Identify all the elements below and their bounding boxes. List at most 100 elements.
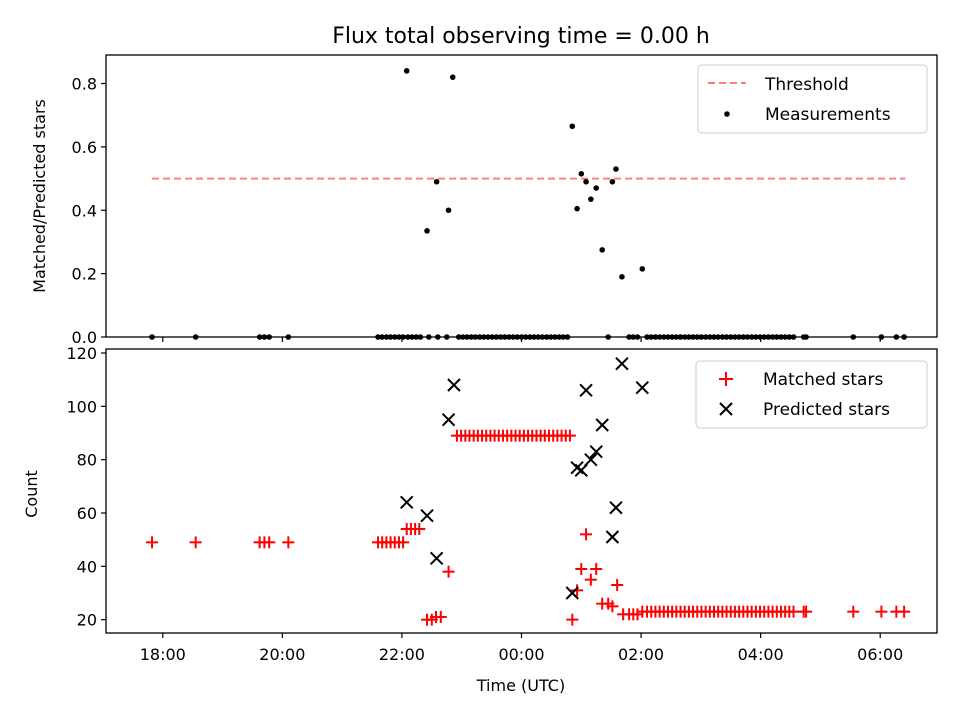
- matched-stars-point: [800, 605, 813, 618]
- y-tick-label: 100: [66, 397, 97, 416]
- x-marker-b: [579, 383, 593, 398]
- matched-stars-point: [413, 523, 426, 535]
- count-legend-box: [695, 360, 928, 429]
- predicted-legend-label: Predicted stars: [763, 400, 890, 420]
- matched-stars-point: [584, 573, 597, 586]
- y-tick-label: 0.6: [72, 138, 97, 157]
- predicted-stars-point: [400, 495, 414, 510]
- measurements-point: [424, 228, 430, 234]
- matched-stars-point: [847, 605, 860, 618]
- x-marker-b: [605, 530, 620, 544]
- x-tick-label: 20:00: [259, 645, 305, 664]
- x-marker-b: [447, 378, 461, 392]
- matched-stars-point: [263, 536, 276, 549]
- measurements-legend-swatch: [724, 111, 730, 117]
- y-tick-label: 0.4: [72, 201, 97, 220]
- ratio-panel-y-label: Matched/Predicted stars: [30, 99, 49, 293]
- threshold-legend-label: Threshold: [764, 75, 849, 95]
- x-marker-b: [429, 551, 444, 566]
- predicted-stars-point: [595, 418, 609, 432]
- measurements-point: [613, 166, 619, 172]
- predicted-stars-point: [579, 383, 593, 398]
- matched-legend-label: Matched stars: [763, 370, 883, 390]
- matched-stars-point: [563, 429, 576, 442]
- matched-stars-point: [571, 584, 584, 597]
- predicted-stars-point: [574, 463, 588, 478]
- matched-stars-point: [606, 600, 619, 613]
- measurements-point: [574, 205, 580, 212]
- x-axis-label: Time (UTC): [476, 676, 565, 695]
- predicted-stars-point: [420, 508, 434, 523]
- x-marker-b: [589, 444, 603, 459]
- x-marker-b: [584, 452, 598, 467]
- matched-stars-point: [787, 605, 800, 618]
- y-tick-label: 0.8: [72, 75, 97, 94]
- y-tick-label: 20: [77, 611, 97, 630]
- measurements-point: [639, 266, 646, 272]
- measurements-point: [588, 196, 594, 202]
- matched-stars-point: [442, 565, 455, 578]
- matched-stars-point: [875, 605, 888, 618]
- x-marker-b: [595, 418, 609, 432]
- count-panel-marks: [146, 356, 911, 626]
- ratio-panel: 0.00.20.40.60.8 Matched/Predicted stars …: [30, 54, 938, 347]
- y-tick-label: 0.0: [72, 328, 97, 347]
- measurements-point: [445, 207, 452, 214]
- y-tick-label: 120: [66, 344, 97, 363]
- matched-stars-point: [189, 536, 202, 549]
- x-tick-label: 06:00: [857, 645, 903, 664]
- matched-stars-point: [566, 613, 579, 626]
- x-marker-b: [565, 586, 580, 600]
- x-marker-b: [570, 460, 584, 475]
- matched-stars-point: [434, 611, 447, 623]
- measurements-point: [449, 74, 456, 80]
- predicted-stars-point: [635, 380, 649, 395]
- measurements-point: [609, 178, 616, 185]
- predicted-stars-point: [447, 378, 461, 392]
- x-tick-label: 02:00: [618, 645, 664, 664]
- ratio-legend-box: [697, 64, 928, 134]
- matched-stars-point: [397, 536, 410, 549]
- x-marker-b: [441, 412, 456, 427]
- predicted-stars-point: [609, 500, 623, 515]
- matched-stars-point: [146, 536, 159, 549]
- measurements-point: [599, 247, 606, 253]
- matched-stars-point: [580, 528, 593, 541]
- predicted-stars-point: [584, 452, 598, 467]
- predicted-stars-point: [589, 444, 603, 459]
- x-marker-b: [635, 380, 649, 395]
- count-panel-y-label: Count: [22, 470, 41, 518]
- x-marker-b: [615, 356, 629, 371]
- measurements-legend-label: Measurements: [765, 105, 891, 125]
- predicted-stars-point: [565, 586, 580, 600]
- y-tick-label: 60: [77, 504, 97, 523]
- x-marker-b: [609, 500, 623, 515]
- x-marker-b: [400, 495, 414, 510]
- measurements-point: [583, 178, 589, 185]
- count-panel-x-axis: 18:00 20:00 22:00 00:00 02:00 04:00 06:00: [140, 633, 903, 664]
- matched-stars-point: [590, 563, 603, 575]
- x-tick-label: 04:00: [738, 645, 784, 664]
- predicted-legend-swatch: [719, 402, 733, 416]
- count-legend: Matched stars Predicted stars: [695, 360, 928, 429]
- matched-stars-point: [282, 536, 295, 549]
- measurements-point: [578, 171, 585, 177]
- predicted-stars-point: [429, 551, 444, 566]
- matched-stars-point: [575, 563, 588, 575]
- x-marker-b: [420, 508, 434, 523]
- predicted-stars-point: [441, 412, 456, 427]
- predicted-stars-point: [615, 356, 629, 371]
- ratio-panel-x-ticks: [162, 337, 881, 342]
- measurements-point: [403, 68, 410, 74]
- count-panel: 20 40 60 80 100 120 18:00 20:00 22:00 00:00 02:00…: [22, 344, 938, 695]
- matched-stars-point: [611, 579, 624, 591]
- x-tick-label: 00:00: [498, 645, 544, 664]
- x-marker-b: [574, 463, 588, 478]
- chart-title: Flux total observing time = 0.00 h: [332, 24, 710, 49]
- x-tick-label: 22:00: [379, 645, 425, 664]
- measurements-point: [569, 123, 576, 130]
- y-tick-label: 0.2: [72, 265, 97, 284]
- measurements-point: [433, 178, 440, 185]
- y-tick-label: 40: [77, 557, 97, 576]
